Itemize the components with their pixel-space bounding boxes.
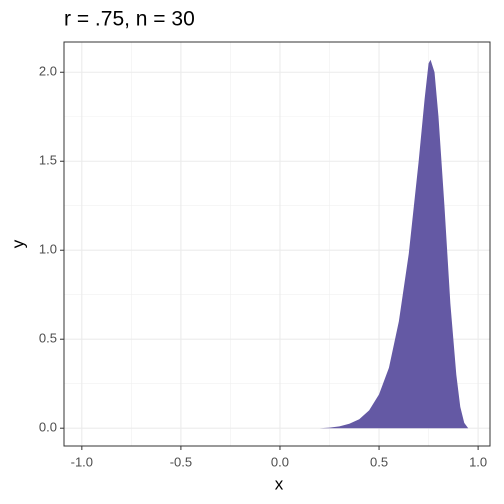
y-tick-label: 1.5	[39, 153, 57, 168]
y-tick-label: 0.5	[39, 331, 57, 346]
x-tick-label: -0.5	[170, 454, 192, 469]
x-tick-label: -1.0	[71, 454, 93, 469]
chart-title: r = .75, n = 30	[64, 8, 195, 31]
y-tick-label: 0.0	[39, 420, 57, 435]
x-tick-label: 0.5	[370, 454, 388, 469]
panel-border	[63, 41, 491, 447]
x-axis-title: x	[275, 474, 284, 493]
y-tick-label: 2.0	[39, 64, 57, 79]
density-area	[81, 59, 469, 429]
x-tick-label: 0.0	[271, 454, 289, 469]
y-tick-label: 1.0	[39, 242, 57, 257]
y-axis-title: y	[8, 239, 27, 248]
x-tick-label: 1.0	[469, 454, 487, 469]
